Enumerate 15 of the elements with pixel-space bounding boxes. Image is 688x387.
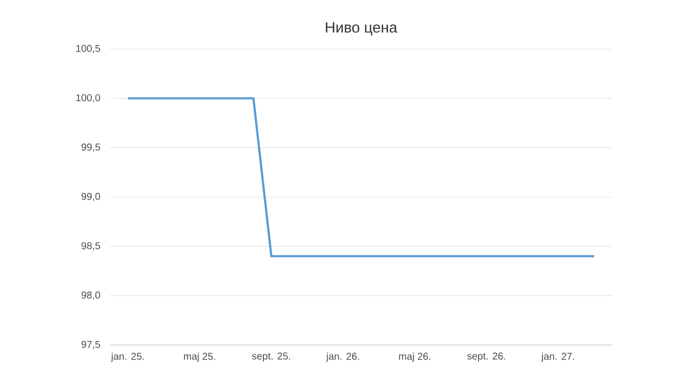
chart-title: Ниво цена — [326, 22, 398, 36]
x-tick-label: maj 26. — [399, 352, 430, 362]
x-tick-label: sept. 25. — [252, 352, 290, 362]
x-tick-label: jan. 26. — [326, 352, 359, 362]
y-tick-label: 100,0 — [76, 94, 100, 102]
y-tick-label: 99,0 — [82, 192, 100, 202]
y-tick-label: 99,5 — [82, 144, 100, 152]
y-tick-label: 98,5 — [82, 242, 100, 250]
x-tick-label: maj 25. — [184, 352, 216, 362]
x-tick-label: jan. 25. — [110, 352, 144, 362]
y-tick-label: 100,5 — [76, 44, 100, 54]
x-tick-label: jan. 27. — [541, 352, 574, 362]
y-tick-label: 97,5 — [82, 340, 100, 350]
x-tick-label: sept. 26. — [467, 352, 506, 362]
y-tick-label: 98,0 — [82, 292, 100, 300]
